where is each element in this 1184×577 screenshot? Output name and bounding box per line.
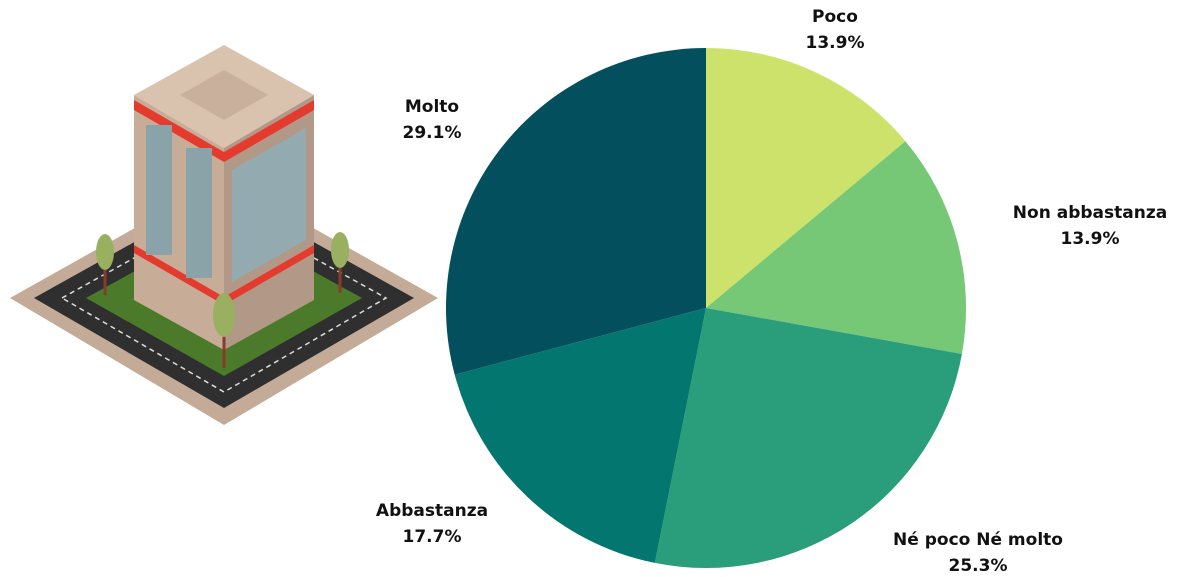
- pie-slice: [706, 48, 906, 308]
- building-illustration: [10, 45, 438, 425]
- slice-label: Abbastanza: [376, 501, 488, 521]
- pie-slice: [706, 141, 966, 354]
- slice-value-label: 25.3%: [949, 556, 1008, 576]
- slice-value-label: 13.9%: [1061, 229, 1120, 249]
- slice-value-label: 29.1%: [403, 123, 462, 143]
- pie-slice: [454, 308, 706, 563]
- slice-value-label: 13.9%: [806, 33, 865, 53]
- pie-slice: [445, 48, 706, 375]
- slice-label: Non abbastanza: [1013, 203, 1167, 223]
- slice-label: Poco: [812, 7, 858, 27]
- slice-label: Molto: [405, 97, 459, 117]
- slice-label: Né poco Né molto: [893, 530, 1063, 550]
- slice-value-label: 17.7%: [403, 527, 462, 547]
- pie-slice: [654, 308, 962, 568]
